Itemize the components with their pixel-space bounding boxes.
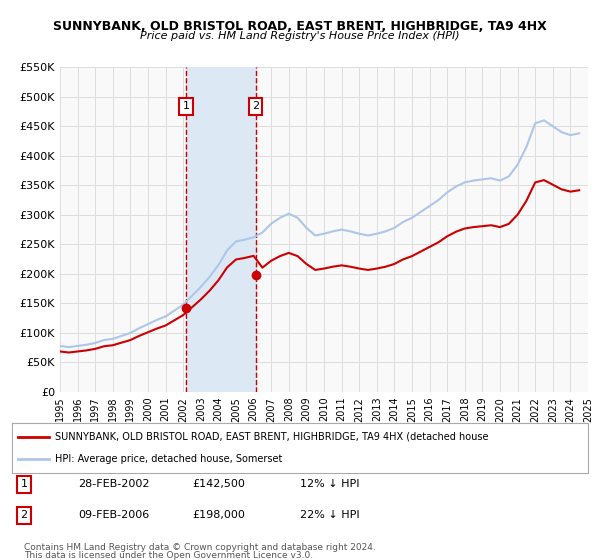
Text: 12% ↓ HPI: 12% ↓ HPI xyxy=(300,479,359,489)
Text: 2: 2 xyxy=(252,101,259,111)
Text: 09-FEB-2006: 09-FEB-2006 xyxy=(78,510,149,520)
Text: Price paid vs. HM Land Registry's House Price Index (HPI): Price paid vs. HM Land Registry's House … xyxy=(140,31,460,41)
Text: £198,000: £198,000 xyxy=(192,510,245,520)
Text: 1: 1 xyxy=(182,101,190,111)
Text: 1: 1 xyxy=(20,479,28,489)
Text: £142,500: £142,500 xyxy=(192,479,245,489)
Text: SUNNYBANK, OLD BRISTOL ROAD, EAST BRENT, HIGHBRIDGE, TA9 4HX: SUNNYBANK, OLD BRISTOL ROAD, EAST BRENT,… xyxy=(53,20,547,32)
Text: HPI: Average price, detached house, Somerset: HPI: Average price, detached house, Some… xyxy=(55,454,283,464)
Bar xyxy=(186,67,256,392)
Text: 2: 2 xyxy=(20,510,28,520)
Text: 28-FEB-2002: 28-FEB-2002 xyxy=(78,479,149,489)
Text: Contains HM Land Registry data © Crown copyright and database right 2024.: Contains HM Land Registry data © Crown c… xyxy=(24,543,376,552)
Text: SUNNYBANK, OLD BRISTOL ROAD, EAST BRENT, HIGHBRIDGE, TA9 4HX (detached house: SUNNYBANK, OLD BRISTOL ROAD, EAST BRENT,… xyxy=(55,432,488,442)
Text: 22% ↓ HPI: 22% ↓ HPI xyxy=(300,510,359,520)
Text: This data is licensed under the Open Government Licence v3.0.: This data is licensed under the Open Gov… xyxy=(24,551,313,560)
